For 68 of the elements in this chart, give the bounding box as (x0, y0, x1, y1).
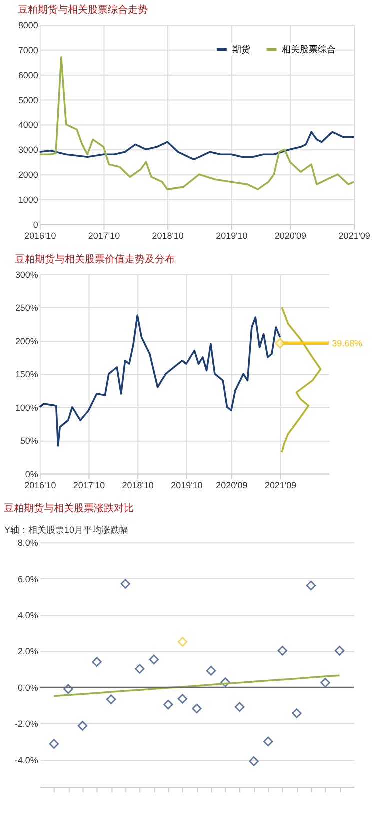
x-tick-label: 2021'09 (264, 480, 297, 490)
point (278, 646, 288, 656)
x-tick-label: 2016'10 (24, 480, 56, 490)
y-tick-label: 150% (15, 370, 38, 380)
point (192, 704, 202, 714)
point (264, 736, 274, 747)
y-tick-label: 300% (15, 270, 38, 280)
point (64, 684, 74, 694)
point (206, 666, 216, 676)
point (292, 708, 302, 718)
y-tick-label: 4000 (18, 120, 38, 130)
legend-label: 期货 (232, 44, 250, 55)
point (78, 721, 88, 731)
y-tick-label: 0% (25, 469, 38, 480)
y-tick-label: 6.0% (18, 574, 38, 584)
point (92, 657, 102, 667)
point (234, 702, 245, 712)
line-series (281, 306, 322, 454)
chart-title: 豆粕期货与相关股票涨跌对比 (4, 502, 134, 515)
y-tick-label: 50% (20, 436, 38, 446)
x-tick-label: 2019'10 (171, 480, 203, 490)
y-tick-label: -2.0% (14, 719, 38, 730)
point (49, 739, 60, 749)
y-tick-label: 1000 (18, 195, 38, 206)
x-tick-label: 2018'10 (122, 480, 154, 490)
y-tick-label: 2000 (18, 170, 38, 180)
x-tick-label: 2019'10 (216, 230, 248, 241)
line-series (38, 131, 355, 161)
y-tick-label: 250% (15, 303, 38, 314)
x-tick-label: 2020'09 (274, 230, 307, 241)
x-tick-label: 2016'10 (24, 230, 56, 241)
y-tick-label: 0 (33, 220, 38, 230)
y-tick-label: 7000 (18, 45, 38, 56)
y-tick-label: 100% (15, 402, 38, 413)
point (134, 664, 145, 674)
y-tick-label: 6000 (18, 70, 38, 80)
y-tick-label: 8.0% (18, 538, 38, 548)
line-series (53, 674, 341, 698)
x-tick-label: 2017'10 (73, 480, 106, 490)
point (306, 580, 316, 591)
chart-title: 豆粕期货与相关股票综合走势 (18, 4, 148, 16)
y-tick-label: 3000 (18, 145, 38, 156)
point (164, 700, 174, 710)
y-tick-label: 5000 (18, 95, 38, 106)
x-tick-label: 2021'09 (338, 230, 370, 241)
line-series (38, 56, 355, 190)
y-tick-label: 2.0% (18, 646, 38, 657)
point (220, 678, 230, 688)
point (320, 678, 330, 688)
chart-title: 豆粕期货与相关股票价值走势及分布 (14, 253, 175, 266)
y-tick-label: 8000 (18, 20, 38, 30)
x-tick-label: 2017'10 (88, 230, 120, 241)
point (334, 646, 345, 656)
y-tick-label: 200% (15, 336, 38, 346)
y-tick-label: 4.0% (18, 610, 38, 621)
y-tick-label: -4.0% (14, 755, 38, 766)
x-tick-label: 2020'09 (216, 480, 248, 490)
point (149, 654, 160, 665)
point (120, 579, 130, 589)
y-axis-title: Y轴：相关股票10月平均涨跌幅 (4, 525, 128, 536)
legend-label: 相关股票综合 (282, 44, 336, 55)
annotation: 39.68% (332, 338, 363, 348)
point (178, 637, 188, 647)
point (106, 694, 116, 704)
x-tick-label: 2018'10 (152, 230, 184, 241)
y-tick-label: 0.0% (18, 682, 38, 693)
point (249, 756, 259, 766)
point (178, 694, 188, 704)
